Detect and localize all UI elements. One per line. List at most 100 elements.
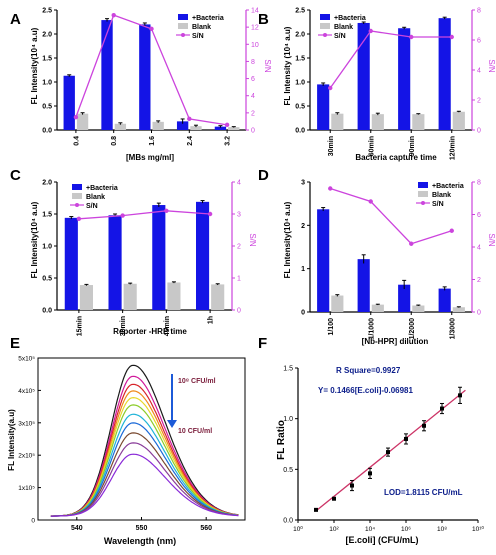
- y-tick-label: 2.0: [295, 32, 305, 39]
- legend-swatch-blank: [178, 23, 188, 29]
- y-tick-label: 3x10⁵: [18, 420, 35, 427]
- legend-label-sn: S/N: [192, 33, 204, 40]
- sn-line: [329, 30, 452, 89]
- bar-blank: [228, 127, 240, 130]
- panel-letter-e: E: [10, 335, 20, 352]
- legend-swatch-bacteria: [418, 182, 428, 188]
- x-tick-label: 1/2000: [409, 318, 416, 340]
- y-tick-label: 5x10⁵: [18, 356, 35, 363]
- x-tick-label: 60min: [368, 136, 375, 156]
- bar-bacteria: [108, 215, 122, 310]
- panel-f-xlabel: [E.coli] (CFU/mL): [346, 535, 419, 545]
- y2-tick-label: 3: [237, 212, 241, 219]
- bar-bacteria: [438, 18, 451, 130]
- legend-label-sn: S/N: [86, 203, 98, 210]
- legend-label-bacteria: +Bacteria: [192, 15, 224, 22]
- panel-f-ylabel: FL Ratio: [276, 420, 287, 460]
- panel-e-annotation-high: 10⁸ CFU/ml: [178, 378, 216, 385]
- y-tick-label: 3: [301, 180, 305, 187]
- legend-swatch-blank: [418, 191, 428, 197]
- y-tick-label: 1.5: [42, 56, 52, 63]
- data-point: [368, 471, 372, 476]
- y-tick-label: 0: [301, 310, 305, 317]
- bar-blank: [331, 295, 344, 312]
- panel-f-r-square: R Square=0.9927: [336, 366, 401, 375]
- panel-letter-c: C: [10, 167, 21, 184]
- x-tick-label: 120min: [449, 136, 456, 160]
- sn-point: [449, 34, 454, 40]
- y-tick-label: 2.0: [42, 32, 52, 39]
- y2-tick-label: 12: [251, 25, 259, 32]
- bar-blank: [211, 284, 225, 310]
- y2-tick-label: 0: [477, 310, 481, 317]
- sn-line: [78, 210, 211, 220]
- y2-tick-label: 4: [477, 68, 481, 75]
- bar-blank: [114, 123, 127, 130]
- panel-c-ylabel: FL Intensity(10⁴ a.u): [30, 201, 39, 278]
- x-tick-label: 10¹⁰: [472, 525, 484, 533]
- sn-point: [368, 28, 373, 34]
- y-tick-label: 0.5: [42, 276, 52, 283]
- legend-swatch-blank: [72, 193, 82, 199]
- panel-b-legend: +Bacteria Blank S/N: [318, 14, 366, 40]
- x-tick-label: 540: [71, 525, 83, 532]
- y2-tick-label: 14: [251, 8, 259, 15]
- y2-tick-label: 6: [477, 212, 481, 219]
- data-point: [458, 393, 462, 398]
- panel-c-xlabel: Reporter -HRP time: [113, 327, 187, 336]
- sn-point: [164, 208, 169, 213]
- bar-bacteria: [64, 217, 78, 310]
- y2-tick-label: 0: [237, 308, 241, 315]
- y2-tick-label: 8: [477, 180, 481, 187]
- legend-label-blank: Blank: [86, 194, 105, 201]
- bar-bacteria: [357, 259, 370, 312]
- legend-swatch-bacteria: [320, 14, 330, 20]
- panel-d-ylabel: FL Intensity(10⁴ a.u): [283, 201, 292, 278]
- bar-blank: [76, 113, 89, 130]
- legend-swatch-blank: [320, 23, 330, 29]
- legend-label-bacteria: +Bacteria: [432, 183, 464, 190]
- panel-e-annotation-low: 10 CFU/ml: [178, 428, 212, 435]
- y-tick-label: 1x10⁵: [18, 485, 35, 492]
- bar-bacteria: [63, 75, 75, 130]
- x-tick-label: 10²: [329, 526, 339, 533]
- panel-c-y2label: S/N: [248, 233, 257, 247]
- x-tick-label: 15min: [76, 316, 83, 336]
- x-tick-label: 2.4: [187, 136, 194, 146]
- data-point: [314, 507, 318, 512]
- x-tick-label: 10⁶: [401, 526, 411, 533]
- y-tick-label: 2.5: [42, 8, 52, 15]
- y2-tick-label: 6: [477, 38, 481, 45]
- panel-d-xlabel: [Nb-HPR] dilution: [362, 337, 429, 346]
- bar-blank: [452, 111, 465, 130]
- x-tick-label: 90min: [409, 136, 416, 156]
- bar-bacteria: [101, 20, 113, 130]
- y-tick-label: 0.0: [42, 128, 52, 135]
- sn-point: [224, 122, 230, 128]
- legend-marker-sn: [421, 201, 425, 205]
- panel-letter-b: B: [258, 11, 269, 28]
- y-tick-label: 1.5: [42, 212, 52, 219]
- sn-point: [409, 241, 414, 246]
- data-point: [440, 406, 444, 411]
- y-tick-label: 1.5: [283, 366, 293, 373]
- bar-bacteria: [152, 205, 166, 310]
- x-tick-label: 10⁰: [293, 525, 303, 533]
- bar-blank: [412, 305, 425, 312]
- x-tick-label: 10⁴: [365, 526, 375, 533]
- x-tick-label: 10⁸: [437, 526, 447, 533]
- y2-tick-label: 0: [477, 128, 481, 135]
- data-point: [386, 450, 390, 455]
- panel-a-y2label: S/N: [263, 59, 272, 73]
- y2-tick-label: 0: [251, 128, 255, 135]
- bar-blank: [190, 126, 202, 130]
- y-tick-label: 2.5: [295, 8, 305, 15]
- legend-marker-sn: [323, 33, 327, 37]
- y2-tick-label: 1: [237, 276, 241, 283]
- y2-tick-label: 2: [477, 98, 481, 105]
- x-tick-label: 1.6: [149, 136, 156, 146]
- sn-line: [330, 187, 452, 245]
- y-tick-label: 2: [301, 223, 305, 230]
- y-tick-label: 0.5: [295, 104, 305, 111]
